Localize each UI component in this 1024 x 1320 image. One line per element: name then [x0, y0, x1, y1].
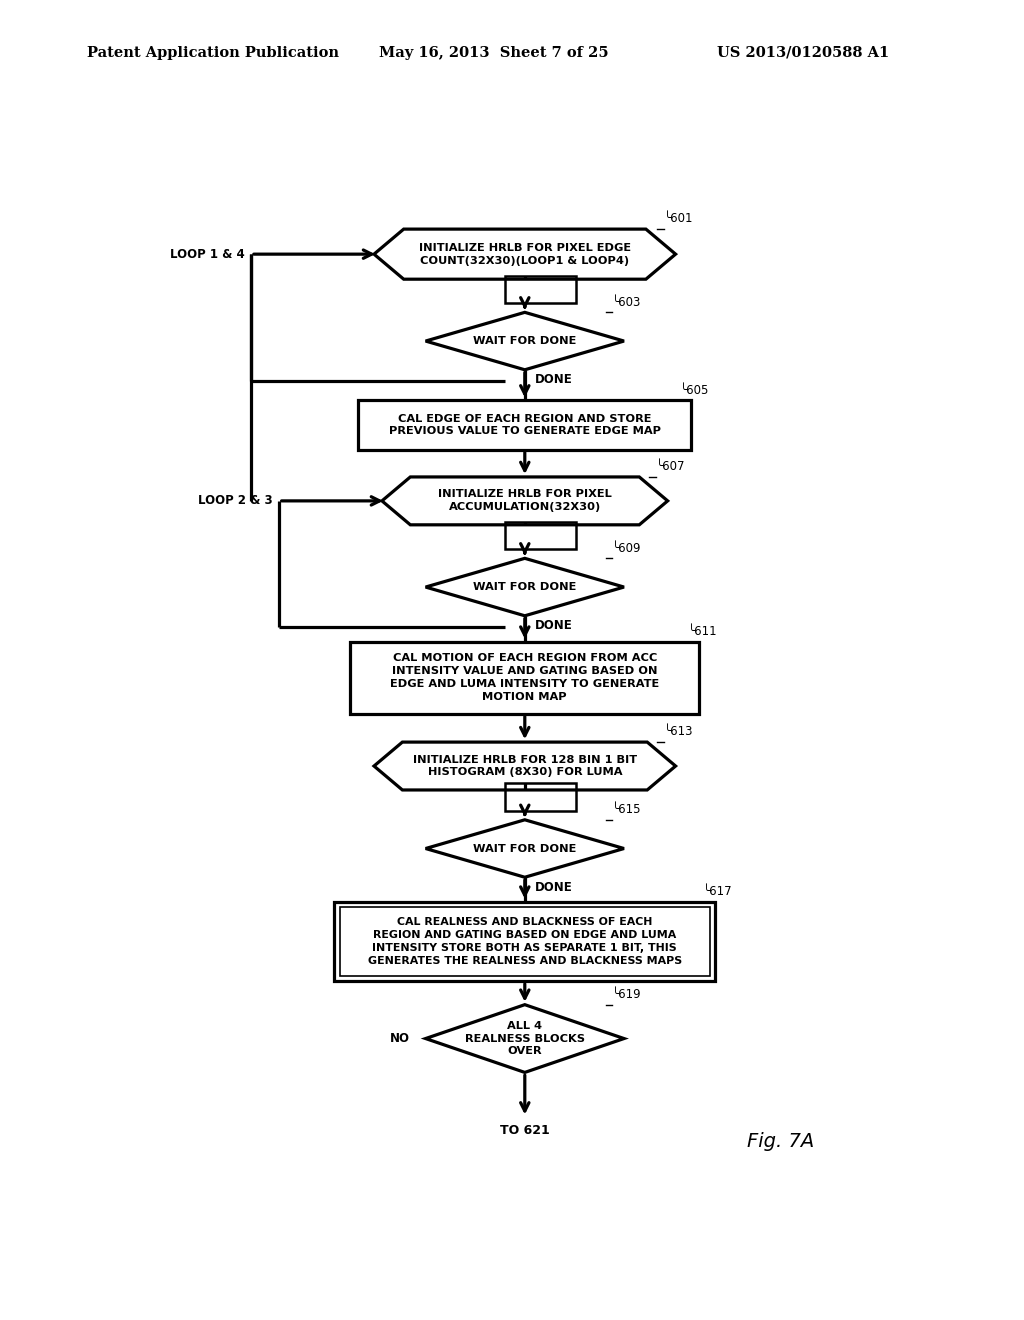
Bar: [505, 276, 577, 304]
Text: LOOP 1 & 4: LOOP 1 & 4: [170, 248, 245, 260]
Text: WAIT FOR DONE: WAIT FOR DONE: [473, 843, 577, 854]
Text: ALL 4
REALNESS BLOCKS
OVER: ALL 4 REALNESS BLOCKS OVER: [465, 1022, 585, 1056]
Text: NO: NO: [390, 1032, 410, 1045]
Bar: [340, 907, 710, 975]
Text: Fig. 7A: Fig. 7A: [748, 1133, 814, 1151]
Text: INITIALIZE HRLB FOR PIXEL
ACCUMULATION(32X30): INITIALIZE HRLB FOR PIXEL ACCUMULATION(3…: [438, 490, 611, 512]
Text: ╰607: ╰607: [655, 461, 685, 474]
Text: ╰613: ╰613: [664, 726, 693, 738]
Text: TO 621: TO 621: [500, 1125, 550, 1137]
Text: ╰611: ╰611: [687, 624, 717, 638]
Text: DONE: DONE: [536, 619, 572, 632]
Text: ╰617: ╰617: [703, 884, 733, 898]
Bar: [505, 783, 577, 810]
Text: CAL MOTION OF EACH REGION FROM ACC
INTENSITY VALUE AND GATING BASED ON
EDGE AND : CAL MOTION OF EACH REGION FROM ACC INTEN…: [390, 653, 659, 702]
Text: DONE: DONE: [536, 880, 572, 894]
Text: LOOP 2 & 3: LOOP 2 & 3: [198, 495, 272, 507]
Text: CAL EDGE OF EACH REGION AND STORE
PREVIOUS VALUE TO GENERATE EDGE MAP: CAL EDGE OF EACH REGION AND STORE PREVIO…: [389, 413, 660, 437]
Bar: [358, 400, 691, 450]
Text: ╰619: ╰619: [612, 987, 642, 1001]
Bar: [334, 902, 715, 981]
Text: ╰601: ╰601: [664, 213, 693, 226]
Text: US 2013/0120588 A1: US 2013/0120588 A1: [717, 46, 889, 59]
Text: ╰605: ╰605: [680, 384, 709, 397]
Text: WAIT FOR DONE: WAIT FOR DONE: [473, 582, 577, 593]
Text: INITIALIZE HRLB FOR 128 BIN 1 BIT
HISTOGRAM (8X30) FOR LUMA: INITIALIZE HRLB FOR 128 BIN 1 BIT HISTOG…: [413, 755, 637, 777]
Text: WAIT FOR DONE: WAIT FOR DONE: [473, 337, 577, 346]
Text: ╰615: ╰615: [612, 803, 642, 816]
Text: May 16, 2013  Sheet 7 of 25: May 16, 2013 Sheet 7 of 25: [379, 46, 608, 59]
Bar: [505, 521, 577, 549]
Text: ╰603: ╰603: [612, 296, 641, 309]
Text: ╰609: ╰609: [612, 541, 642, 554]
Text: Patent Application Publication: Patent Application Publication: [87, 46, 339, 59]
Text: CAL REALNESS AND BLACKNESS OF EACH
REGION AND GATING BASED ON EDGE AND LUMA
INTE: CAL REALNESS AND BLACKNESS OF EACH REGIO…: [368, 917, 682, 965]
Text: INITIALIZE HRLB FOR PIXEL EDGE
COUNT(32X30)(LOOP1 & LOOP4): INITIALIZE HRLB FOR PIXEL EDGE COUNT(32X…: [419, 243, 631, 265]
Text: DONE: DONE: [536, 374, 572, 387]
Bar: [350, 642, 699, 714]
